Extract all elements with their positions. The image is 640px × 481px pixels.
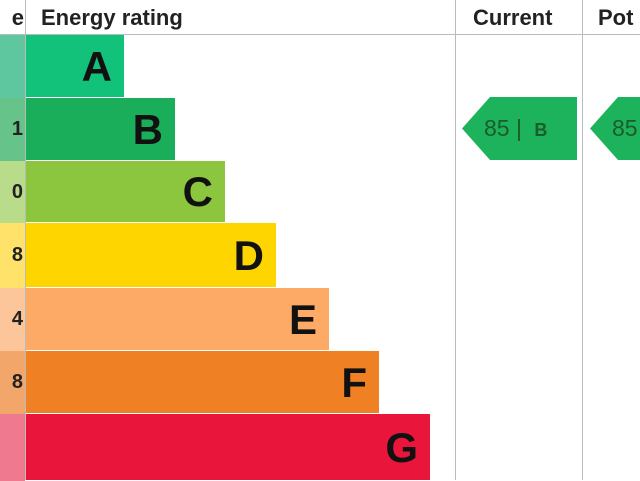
potential-rating-arrow: 85 [590, 97, 640, 160]
header-score: e [11, 5, 24, 30]
band-bar-e: E [26, 288, 329, 350]
score-cell-f: 8 [0, 351, 25, 414]
band-bar-b: B [26, 98, 175, 160]
score-cell-c: 0 [0, 161, 25, 223]
score-cell-a [0, 35, 25, 98]
header-current: Current [473, 5, 553, 30]
band-bar-c: C [26, 161, 225, 222]
header-potential: Pot [598, 5, 634, 30]
band-bar-g: G [26, 414, 430, 480]
column-divider [455, 0, 456, 480]
current-rating-arrow: 85 | B [462, 97, 577, 160]
current-rating-band: B [534, 120, 548, 140]
header-divider [0, 34, 640, 35]
column-divider [582, 0, 583, 480]
current-rating-value: 85 | [484, 115, 522, 141]
band-bar-a: A [26, 35, 124, 97]
potential-rating-value: 85 [612, 115, 638, 141]
score-cell-g [0, 414, 25, 481]
band-bar-d: D [26, 223, 276, 287]
score-cell-e: 4 [0, 288, 25, 351]
score-cell-d: 8 [0, 223, 25, 288]
header-energy-rating: Energy rating [41, 5, 183, 30]
score-cell-b: 1 [0, 98, 25, 161]
band-bar-f: F [26, 351, 379, 413]
column-divider [25, 0, 26, 480]
